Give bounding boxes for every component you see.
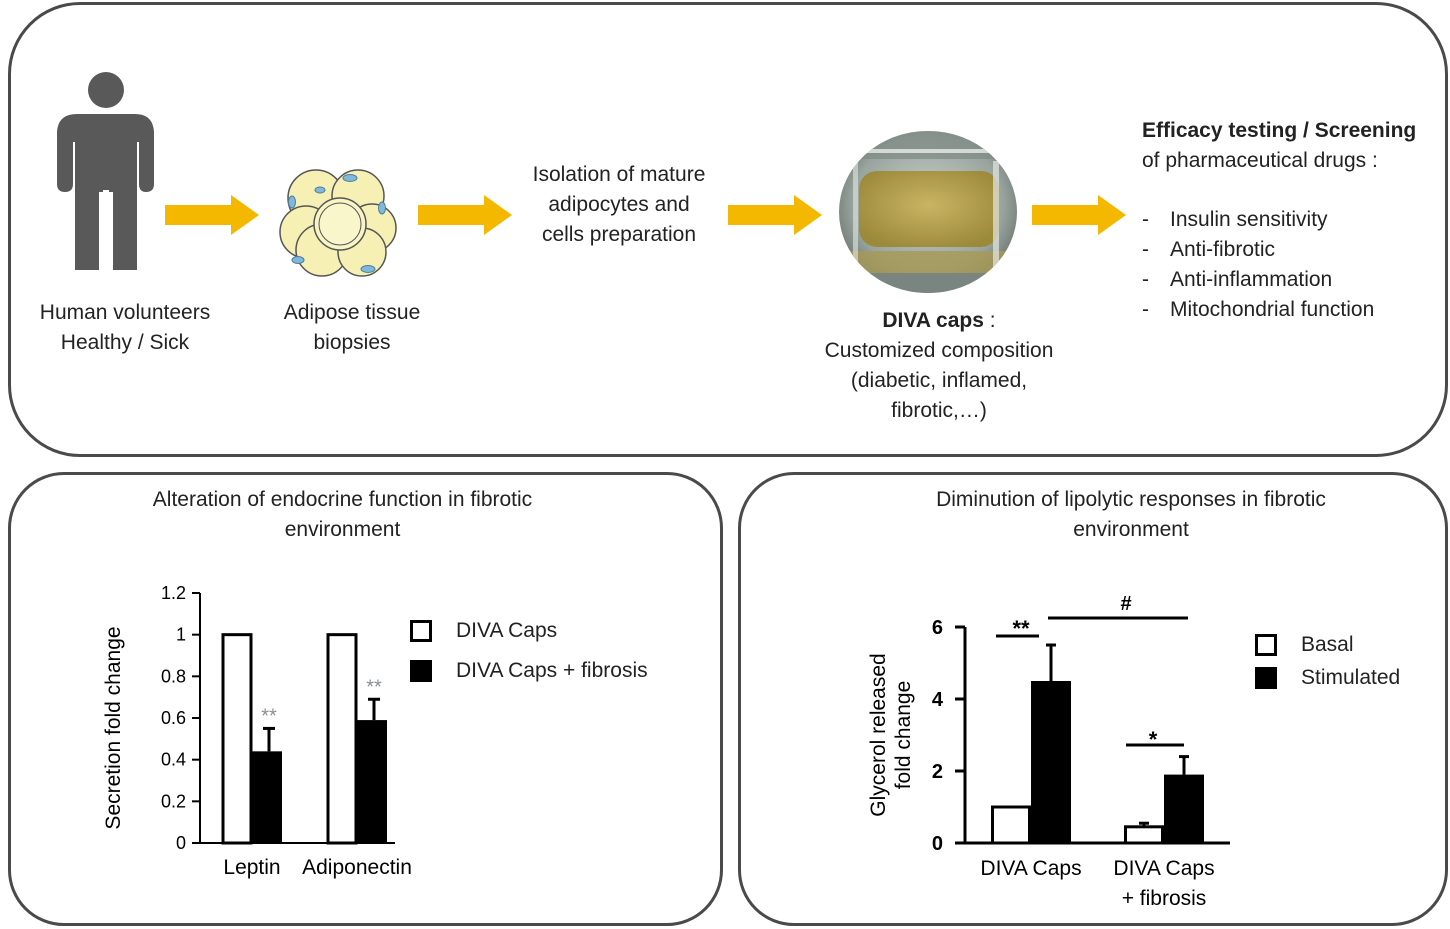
efficacy-list: - Insulin sensitivity - Anti-fibrotic - Ant… — [1142, 205, 1374, 325]
y-tick-label: 0.8 — [161, 666, 186, 686]
legend-label: Stimulated — [1301, 666, 1401, 689]
panel-title-line2: environment — [1073, 518, 1189, 541]
list-item: - Insulin sensitivity — [1142, 205, 1374, 235]
list-dash: - — [1142, 208, 1149, 231]
adipose-label-line2: biopsies — [313, 331, 391, 354]
legend-swatch-filled — [1255, 667, 1277, 689]
diva-caps-photo — [839, 131, 1017, 293]
bar — [1124, 825, 1164, 845]
y-axis-label: Secretion fold change — [102, 626, 125, 829]
legend-item-basal: Basal — [1255, 633, 1354, 657]
legend-label: DIVA Caps — [456, 619, 558, 642]
y-tick-label: 0 — [932, 833, 943, 855]
panel-title-line1: Diminution of lipolytic responses in fib… — [936, 488, 1326, 511]
x-tick-label: DIVA Caps — [980, 857, 1081, 880]
diva-desc-line2: (diabetic, inflamed, — [850, 369, 1028, 392]
legend-swatch-open — [410, 620, 432, 642]
x-tick-label: Leptin — [223, 856, 280, 879]
isolation-label-line3: cells preparation — [541, 223, 697, 246]
diva-caps-name: DIVA caps — [882, 309, 984, 332]
arrow-icon — [165, 195, 259, 235]
workflow-panel — [8, 2, 1448, 457]
diva-caps-title: DIVA caps : — [798, 306, 1080, 336]
efficacy-heading-bold: Efficacy testing / Screening — [1142, 119, 1417, 142]
x-tick-label: DIVA Caps + fibrosis — [1113, 857, 1214, 910]
efficacy-heading: Efficacy testing / Screening of pharmace… — [1142, 116, 1416, 176]
panel-title-line1: Alteration of endocrine function in fibr… — [152, 488, 533, 511]
y-axis-label-line: fold change — [892, 681, 915, 790]
x-tick-label: Adiponectin — [302, 856, 412, 879]
list-item-label: Insulin sensitivity — [1170, 208, 1328, 231]
diva-desc-line1: Customized composition — [824, 339, 1054, 362]
diva-caps-colon: : — [983, 309, 996, 332]
significance-label: * — [1149, 727, 1158, 752]
list-item-label: Mitochondrial function — [1170, 298, 1375, 321]
isolation-label-line2: adipocytes and — [548, 193, 690, 216]
arrow-icon — [418, 195, 512, 235]
y-tick-label: 0.2 — [161, 791, 186, 811]
human-label-line1: Human volunteers — [39, 301, 211, 324]
legend-item-stimulated: Stimulated — [1255, 666, 1400, 690]
list-item-label: Anti-fibrotic — [1170, 238, 1276, 261]
glycerol-chart: 0 2 4 6 Glycerol releasedfold change DIVA Cap… — [867, 593, 1230, 910]
y-axis-label: Glycerol releasedfold change — [867, 653, 915, 816]
list-item: - Anti-fibrotic — [1142, 235, 1374, 265]
significance-label: ** — [366, 676, 382, 698]
y-tick-label: 0 — [176, 833, 186, 853]
endocrine-panel — [8, 472, 723, 926]
y-tick-label: 6 — [932, 617, 943, 639]
list-dash: - — [1142, 238, 1149, 261]
legend-label: DIVA Caps + fibrosis — [456, 659, 648, 682]
y-tick-label: 0.4 — [161, 750, 186, 770]
legend-swatch-filled — [410, 660, 432, 682]
lipolysis-panel — [738, 472, 1448, 926]
panel-title-line2: environment — [284, 518, 401, 541]
isolation-label-line1: Isolation of mature — [532, 163, 706, 186]
person-icon — [57, 72, 154, 270]
list-item: - Mitochondrial function — [1142, 295, 1374, 325]
list-dash: - — [1142, 298, 1149, 321]
human-label-line2: Healthy / Sick — [60, 331, 190, 354]
bar — [221, 633, 253, 845]
y-axis-label-line: Glycerol released — [867, 653, 890, 816]
y-tick-label: 2 — [932, 761, 943, 783]
bar — [991, 805, 1031, 845]
y-tick-label: 1.2 — [161, 583, 186, 603]
arrow-icon — [1032, 195, 1126, 235]
list-dash: - — [1142, 268, 1149, 291]
bar — [1164, 774, 1204, 843]
arrow-icon — [728, 195, 822, 235]
legend-swatch-open — [1255, 634, 1277, 656]
isolation-label: Isolation of mature adipocytes and cells… — [510, 160, 728, 250]
list-item-label: Anti-inflammation — [1170, 268, 1333, 291]
y-tick-label: 4 — [932, 689, 944, 711]
significance-label: ** — [261, 705, 277, 727]
diva-caps-label: DIVA caps : Customized composition (diab… — [798, 306, 1080, 426]
adipose-biopsies-label: Adipose tissue biopsies — [262, 298, 442, 358]
efficacy-heading-rest: of pharmaceutical drugs : — [1142, 149, 1378, 172]
bar — [357, 720, 387, 843]
significance-label: # — [1120, 593, 1131, 615]
significance-label: ** — [1012, 616, 1030, 641]
x-tick-label-line: DIVA Caps — [980, 857, 1081, 880]
adipose-label-line1: Adipose tissue — [283, 301, 421, 324]
lipolysis-panel-title: Diminution of lipolytic responses in fib… — [840, 485, 1422, 545]
adipocytes-icon — [279, 169, 397, 277]
bar — [1031, 681, 1071, 843]
legend-label: Basal — [1301, 633, 1354, 656]
bar — [252, 751, 282, 843]
y-tick-label: 1 — [176, 625, 186, 645]
diva-desc-line3: fibrotic,…) — [891, 399, 987, 422]
secretion-chart: 0 0.2 0.4 0.6 0.8 1 1.2 Secretion fold change **… — [102, 583, 412, 879]
legend-item-diva-caps-fibrosis: DIVA Caps + fibrosis — [410, 659, 648, 683]
legend-item-diva-caps: DIVA Caps — [410, 619, 557, 643]
x-tick-label-line: DIVA Caps — [1113, 857, 1214, 880]
y-tick-label: 0.6 — [161, 708, 186, 728]
list-item: - Anti-inflammation — [1142, 265, 1374, 295]
endocrine-panel-title: Alteration of endocrine function in fibr… — [60, 485, 625, 545]
x-tick-label-line: + fibrosis — [1122, 887, 1207, 910]
human-volunteers-label: Human volunteers Healthy / Sick — [20, 298, 230, 358]
bar — [326, 633, 358, 845]
